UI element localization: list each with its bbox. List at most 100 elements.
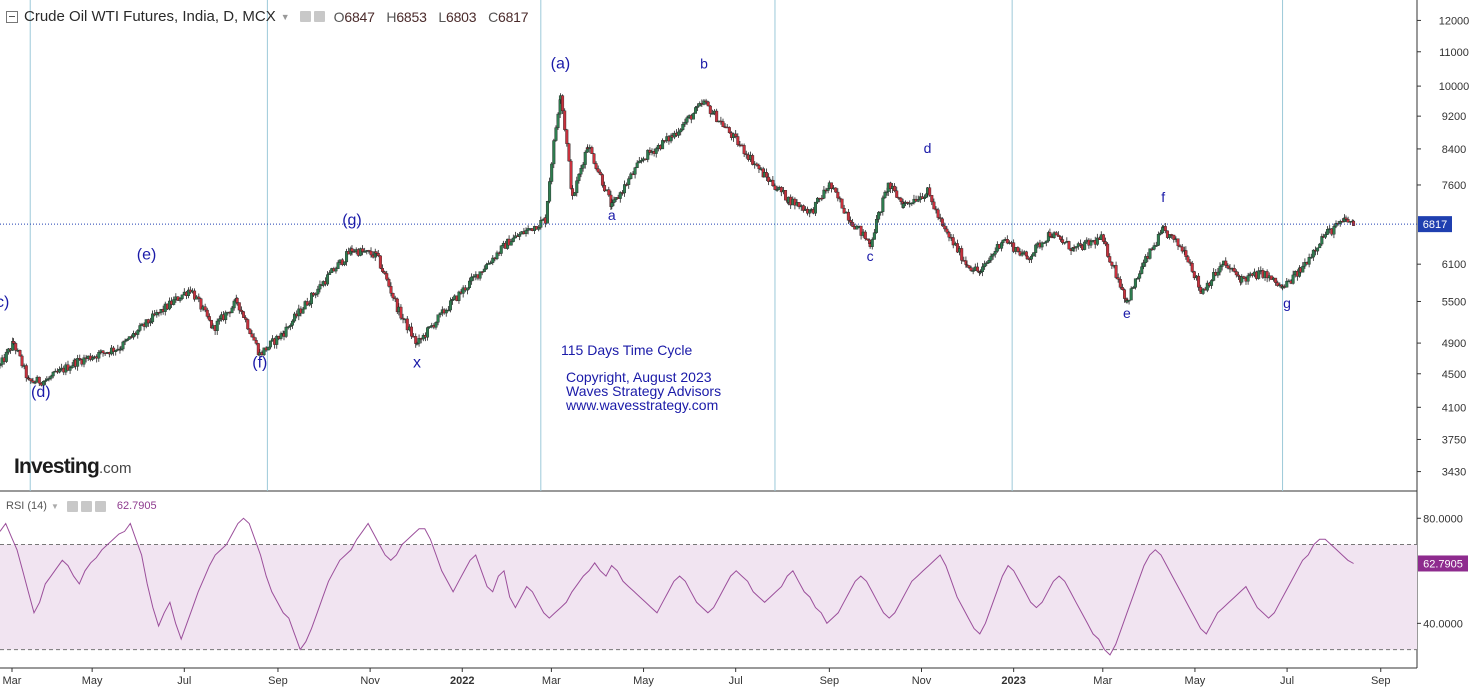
candle-body: [363, 251, 367, 253]
copyright-note: Copyright, August 2023: [566, 369, 712, 385]
candle-body: [336, 262, 340, 269]
candle-body: [82, 357, 86, 365]
candle-body: [309, 292, 313, 304]
candle-body: [199, 298, 203, 310]
candle-body: [1123, 289, 1127, 299]
candle-body: [114, 349, 118, 352]
candle-body: [637, 160, 641, 164]
candle-body: [215, 320, 219, 331]
candle-body: [797, 202, 801, 208]
candle-body: [987, 260, 991, 263]
candle-body: [316, 288, 320, 295]
candle-body: [1226, 265, 1230, 269]
candle-body: [1144, 256, 1148, 263]
candle-body: [552, 140, 556, 165]
candle-body: [727, 127, 731, 133]
candle-body: [874, 219, 878, 233]
candle-body: [262, 347, 266, 356]
candle-body: [1188, 261, 1192, 264]
candle-body: [334, 268, 338, 272]
ohlc-readout: O6847 H6853 L6803 C6817: [334, 9, 537, 25]
candle-body: [881, 197, 885, 212]
candle-body: [197, 296, 201, 299]
candle-body: [480, 271, 484, 273]
candle-body: [509, 241, 513, 246]
candle-body: [112, 347, 116, 352]
candle-body: [217, 318, 221, 322]
candle-body: [694, 107, 698, 114]
collapse-icon[interactable]: [6, 10, 18, 23]
candle-body: [49, 375, 53, 379]
candle-body: [1197, 275, 1201, 288]
candle-body: [1061, 239, 1065, 243]
candle-body: [438, 312, 442, 315]
candle-body: [1309, 256, 1313, 259]
candle-body: [369, 250, 373, 256]
candle-body: [842, 208, 846, 214]
candle-body: [426, 327, 430, 338]
candle-body: [399, 306, 403, 319]
candle-body: [932, 201, 936, 210]
candle-body: [70, 365, 74, 368]
candle-body: [428, 326, 432, 328]
settings-icon[interactable]: [299, 11, 311, 22]
candle-body: [646, 149, 650, 160]
candle-body: [78, 358, 82, 360]
rsi-hide-icon[interactable]: [80, 500, 92, 512]
candle-body: [1205, 282, 1209, 291]
rsi-settings-icon[interactable]: [66, 500, 78, 512]
candle-body: [1242, 276, 1246, 279]
chevron-down-icon[interactable]: ▼: [280, 11, 290, 22]
candle-body: [1063, 242, 1067, 244]
wave-label-10: c: [867, 248, 874, 264]
candle-body: [635, 162, 639, 168]
wave-label-4: (g): [342, 212, 362, 229]
candle-body: [1178, 245, 1182, 248]
price-tick-label-9: 4900: [1442, 338, 1466, 350]
candle-body: [941, 224, 945, 227]
candle-body: [482, 268, 486, 272]
candle-body: [1276, 282, 1280, 287]
candle-body: [545, 201, 549, 224]
price-tick-label-13: 3430: [1442, 467, 1466, 479]
wave-label-13: g: [1283, 295, 1291, 311]
candle-body: [567, 143, 571, 162]
candle-body: [1001, 239, 1005, 243]
candle-body: [468, 280, 472, 288]
hide-icon[interactable]: [313, 11, 325, 22]
candle-body: [888, 182, 892, 189]
candle-body: [1265, 271, 1269, 279]
rsi-chevron-down-icon[interactable]: ▼: [50, 501, 59, 511]
candle-body: [685, 117, 689, 123]
candle-body: [478, 271, 482, 279]
candle-body: [569, 160, 573, 189]
candle-body: [410, 326, 414, 337]
candle-body: [136, 330, 140, 335]
candle-body: [1152, 245, 1156, 250]
wave-label-1: (d): [31, 384, 51, 401]
candle-body: [24, 365, 28, 379]
candle-body: [1220, 264, 1224, 267]
candle-body: [457, 291, 461, 301]
candle-body: [971, 270, 975, 272]
candle-body: [943, 225, 947, 230]
last-price-tag: [1418, 216, 1452, 233]
x-tick-label-9: Sep: [820, 675, 840, 687]
candle-body: [767, 176, 771, 182]
candle-body: [1224, 260, 1228, 266]
rsi-close-icon[interactable]: [94, 500, 106, 512]
candle-body: [1332, 226, 1336, 235]
x-tick-label-2: Jul: [177, 675, 191, 687]
candle-body: [590, 147, 594, 154]
candle-body: [1168, 234, 1172, 238]
candle-body: [342, 261, 346, 265]
candle-body: [1316, 247, 1320, 252]
candle-body: [1234, 271, 1238, 276]
candle-body: [840, 198, 844, 209]
candle-body: [314, 293, 318, 296]
candle-body: [565, 129, 569, 144]
candle-body: [895, 190, 899, 198]
candle-body: [51, 371, 55, 377]
candle-body: [607, 189, 611, 196]
wave-label-8: a: [608, 207, 616, 223]
